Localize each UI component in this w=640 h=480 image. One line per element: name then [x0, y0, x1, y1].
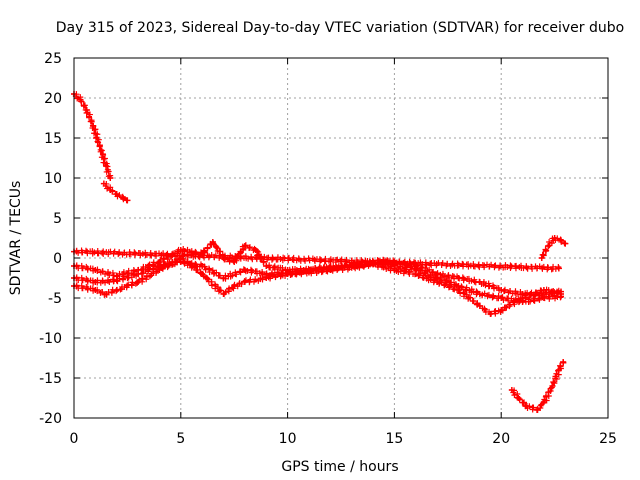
- data-point: [549, 383, 556, 389]
- data-point: [100, 180, 107, 187]
- data-point: [113, 191, 120, 197]
- y-tick-label: 25: [44, 51, 62, 67]
- data-point: [476, 279, 483, 285]
- series-arc-high-descending: [71, 91, 114, 181]
- y-tick-label: 10: [44, 171, 62, 187]
- plot-area: [71, 91, 569, 414]
- grid: [74, 58, 608, 418]
- data-point: [113, 277, 120, 284]
- data-point: [562, 240, 569, 247]
- series-arc-end-ascending: [538, 235, 569, 261]
- x-tick-label: 15: [385, 431, 403, 447]
- data-point: [498, 287, 505, 293]
- data-point: [220, 291, 227, 297]
- data-point: [103, 163, 110, 169]
- data-point: [77, 96, 84, 103]
- data-point: [231, 259, 238, 265]
- data-point: [545, 243, 552, 249]
- x-tick-label: 5: [176, 431, 185, 447]
- data-point: [305, 267, 312, 273]
- data-point: [558, 237, 565, 244]
- data-point: [124, 197, 131, 204]
- data-point: [498, 295, 505, 301]
- data-point: [231, 283, 238, 289]
- y-tick-label: -5: [48, 291, 62, 307]
- data-point: [327, 264, 334, 271]
- y-tick-label: 5: [53, 211, 62, 227]
- series-arc-low-ascending: [508, 359, 567, 414]
- x-tick-label: 0: [70, 431, 79, 447]
- data-point: [455, 283, 462, 289]
- data-point: [523, 403, 530, 409]
- data-point: [107, 175, 114, 181]
- y-tick-label: -15: [39, 371, 62, 387]
- data-point: [412, 267, 419, 273]
- data-point: [555, 265, 562, 272]
- y-tick-label: 0: [53, 251, 62, 267]
- data-point: [540, 295, 547, 301]
- data-point: [220, 275, 227, 281]
- data-point: [263, 271, 270, 277]
- data-point: [455, 275, 462, 281]
- y-axis-label: SDTVAR / TECUs: [8, 181, 24, 296]
- data-point: [90, 123, 97, 129]
- data-point: [540, 399, 547, 405]
- data-point: [538, 255, 545, 261]
- data-point: [96, 143, 103, 149]
- data-point: [135, 271, 142, 277]
- data-point: [508, 387, 515, 393]
- data-point: [515, 395, 522, 401]
- series-trace: [508, 359, 567, 414]
- data-point: [241, 279, 248, 285]
- data-point: [241, 243, 248, 249]
- series-trace: [71, 91, 114, 181]
- data-point: [209, 239, 216, 245]
- y-tick-label: -10: [39, 331, 62, 347]
- x-tick-label: 25: [599, 431, 617, 447]
- data-point: [498, 307, 505, 313]
- data-point: [263, 263, 270, 269]
- data-point: [107, 187, 114, 193]
- data-point: [434, 275, 441, 281]
- data-point: [476, 303, 483, 309]
- x-tick-label: 10: [279, 431, 297, 447]
- data-point: [558, 293, 565, 300]
- y-tick-label: 20: [44, 91, 62, 107]
- data-point: [487, 311, 494, 317]
- data-point: [476, 291, 483, 297]
- chart-title: Day 315 of 2023, Sidereal Day-to-day VTE…: [56, 20, 624, 36]
- data-point: [103, 291, 110, 297]
- data-point: [177, 247, 184, 253]
- data-point: [120, 195, 127, 201]
- plot-frame: [73, 57, 609, 419]
- x-tick-label: 20: [492, 431, 510, 447]
- data-point: [348, 263, 355, 269]
- data-point: [83, 107, 90, 113]
- data-point: [135, 279, 142, 285]
- series-arc-high-tail: [100, 180, 131, 204]
- data-point: [199, 271, 206, 277]
- data-point: [113, 287, 120, 293]
- data-point: [92, 267, 99, 273]
- data-point: [555, 367, 562, 373]
- data-point: [252, 247, 259, 253]
- series-trace: [538, 235, 569, 261]
- data-point: [534, 407, 541, 413]
- data-point: [284, 271, 291, 277]
- data-point: [519, 299, 526, 305]
- y-tick-label: -20: [39, 411, 62, 427]
- data-point: [560, 359, 567, 365]
- data-point: [92, 287, 99, 293]
- data-point: [177, 259, 184, 265]
- data-point: [156, 263, 163, 269]
- data-point: [241, 267, 248, 273]
- y-tick-label: 15: [44, 131, 62, 147]
- x-axis-label: GPS time / hours: [281, 459, 398, 475]
- data-point: [551, 235, 558, 241]
- axis-ticks: 0 5 10 15 20 25 -20 -15 -10 -5 0 5 10 15 20 25: [39, 51, 617, 447]
- data-point: [92, 279, 99, 285]
- data-point: [199, 263, 206, 269]
- data-point: [540, 287, 547, 293]
